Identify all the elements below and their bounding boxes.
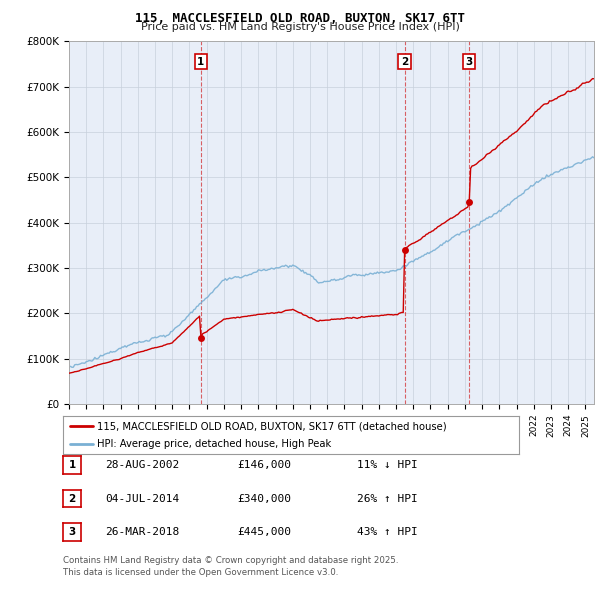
Text: 3: 3 [465, 57, 472, 67]
Text: 115, MACCLESFIELD OLD ROAD, BUXTON, SK17 6TT (detached house): 115, MACCLESFIELD OLD ROAD, BUXTON, SK17… [97, 421, 447, 431]
Text: 26% ↑ HPI: 26% ↑ HPI [357, 494, 418, 503]
Text: 26-MAR-2018: 26-MAR-2018 [105, 527, 179, 537]
Text: £340,000: £340,000 [237, 494, 291, 503]
Text: This data is licensed under the Open Government Licence v3.0.: This data is licensed under the Open Gov… [63, 568, 338, 577]
Text: Price paid vs. HM Land Registry's House Price Index (HPI): Price paid vs. HM Land Registry's House … [140, 22, 460, 32]
Text: 3: 3 [68, 527, 76, 537]
Text: 115, MACCLESFIELD OLD ROAD, BUXTON, SK17 6TT: 115, MACCLESFIELD OLD ROAD, BUXTON, SK17… [135, 12, 465, 25]
Text: £146,000: £146,000 [237, 460, 291, 470]
Text: 11% ↓ HPI: 11% ↓ HPI [357, 460, 418, 470]
Text: 1: 1 [197, 57, 205, 67]
Text: 04-JUL-2014: 04-JUL-2014 [105, 494, 179, 503]
Text: 1: 1 [68, 460, 76, 470]
Text: 43% ↑ HPI: 43% ↑ HPI [357, 527, 418, 537]
Text: 2: 2 [401, 57, 408, 67]
Text: 28-AUG-2002: 28-AUG-2002 [105, 460, 179, 470]
Text: Contains HM Land Registry data © Crown copyright and database right 2025.: Contains HM Land Registry data © Crown c… [63, 556, 398, 565]
Text: HPI: Average price, detached house, High Peak: HPI: Average price, detached house, High… [97, 439, 331, 449]
Text: £445,000: £445,000 [237, 527, 291, 537]
Text: 2: 2 [68, 494, 76, 503]
